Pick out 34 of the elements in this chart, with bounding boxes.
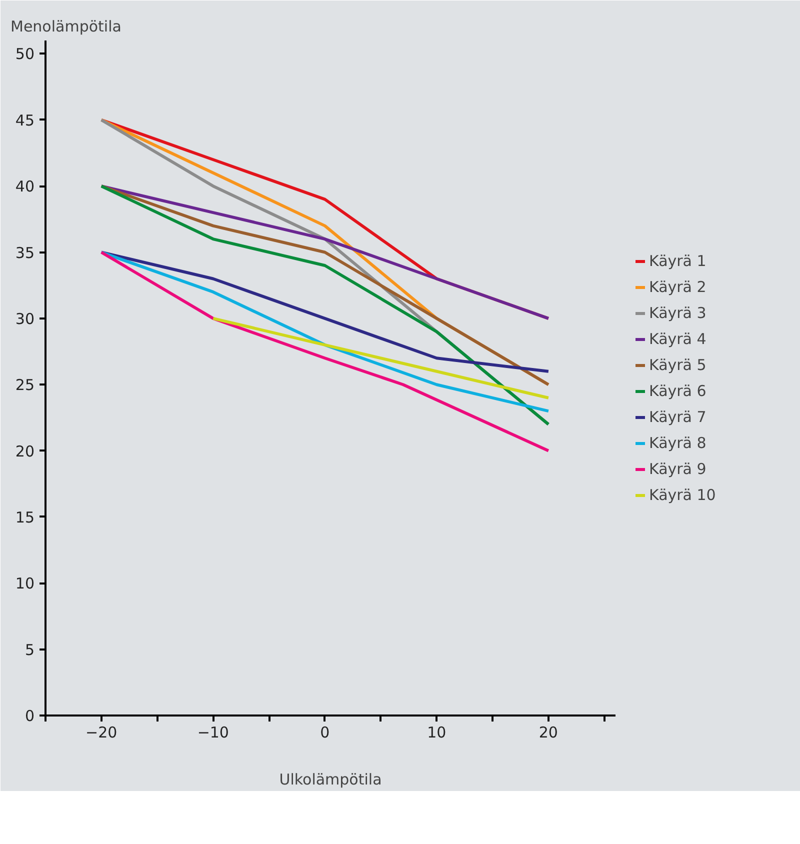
y-tick-label: 35 bbox=[15, 244, 35, 262]
legend-label: Käyrä 8 bbox=[649, 434, 706, 452]
y-tick-label: 0 bbox=[24, 707, 35, 725]
line-series bbox=[100, 184, 550, 426]
y-tick-label: 30 bbox=[15, 310, 35, 328]
line-series bbox=[212, 316, 550, 400]
line-series bbox=[100, 184, 550, 386]
x-axis-title: Ulkolämpötila bbox=[279, 770, 382, 788]
y-tick-label: 40 bbox=[15, 178, 35, 196]
y-tick-label: 25 bbox=[15, 376, 35, 394]
x-tick-label: −10 bbox=[197, 724, 229, 742]
y-tick-label: 15 bbox=[15, 508, 35, 526]
legend-label: Käyrä 9 bbox=[649, 460, 706, 478]
legend-label: Käyrä 4 bbox=[649, 330, 706, 348]
y-axis-title: Menolämpötila bbox=[10, 18, 122, 36]
x-tick-label: 20 bbox=[538, 724, 558, 742]
legend-label: Käyrä 6 bbox=[649, 382, 706, 400]
legend-label: Käyrä 3 bbox=[649, 304, 706, 322]
y-tick-label: 45 bbox=[15, 111, 35, 130]
line-series bbox=[100, 250, 550, 413]
legend-label: Käyrä 1 bbox=[649, 252, 706, 270]
y-tick-label: 5 bbox=[24, 640, 35, 659]
legend-label: Käyrä 10 bbox=[649, 486, 716, 504]
line-series bbox=[100, 250, 550, 452]
x-tick-label: −20 bbox=[86, 724, 118, 742]
line-series bbox=[100, 184, 550, 320]
legend-label: Käyrä 5 bbox=[649, 356, 706, 374]
y-tick-label: 20 bbox=[15, 442, 35, 460]
y-tick-label: 50 bbox=[15, 45, 35, 64]
x-tick-label: 10 bbox=[427, 724, 446, 742]
x-tick-label: 0 bbox=[320, 724, 330, 742]
y-tick-label: 10 bbox=[15, 574, 35, 593]
legend-label: Käyrä 2 bbox=[649, 278, 706, 296]
legend-label: Käyrä 7 bbox=[649, 408, 706, 426]
